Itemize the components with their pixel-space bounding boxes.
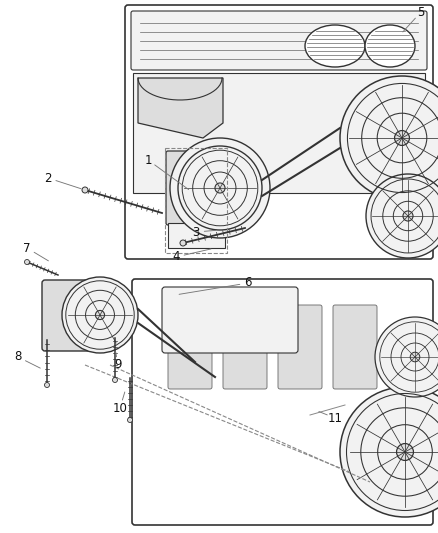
Text: 4: 4 [172, 251, 180, 263]
FancyBboxPatch shape [162, 287, 298, 353]
FancyBboxPatch shape [125, 5, 433, 259]
Circle shape [366, 174, 438, 258]
Circle shape [170, 138, 270, 238]
Circle shape [375, 317, 438, 397]
Text: 6: 6 [244, 277, 252, 289]
Circle shape [45, 383, 49, 387]
Polygon shape [138, 78, 223, 138]
Text: 1: 1 [144, 154, 152, 166]
Ellipse shape [305, 25, 365, 67]
Circle shape [395, 131, 410, 146]
FancyBboxPatch shape [333, 305, 377, 389]
FancyBboxPatch shape [132, 279, 433, 525]
Circle shape [127, 417, 133, 423]
Circle shape [95, 310, 105, 320]
Text: 11: 11 [328, 411, 343, 424]
Circle shape [62, 277, 138, 353]
FancyBboxPatch shape [131, 11, 427, 70]
Polygon shape [168, 223, 225, 248]
Circle shape [82, 187, 88, 193]
Circle shape [410, 352, 420, 362]
Text: 8: 8 [14, 351, 22, 364]
Text: 7: 7 [23, 241, 31, 254]
FancyBboxPatch shape [166, 151, 225, 225]
Text: 2: 2 [44, 172, 52, 184]
Circle shape [340, 76, 438, 200]
Circle shape [113, 377, 117, 383]
Circle shape [180, 240, 186, 246]
Text: 3: 3 [192, 225, 200, 238]
Text: 9: 9 [114, 359, 122, 372]
Bar [133, 73, 425, 193]
Text: 5: 5 [417, 5, 425, 19]
Circle shape [396, 443, 413, 461]
Circle shape [25, 260, 29, 264]
Ellipse shape [365, 25, 415, 67]
FancyBboxPatch shape [42, 280, 108, 351]
Text: 10: 10 [113, 401, 127, 415]
Circle shape [340, 387, 438, 517]
FancyBboxPatch shape [168, 305, 212, 389]
Circle shape [178, 146, 262, 230]
Circle shape [403, 211, 413, 221]
Circle shape [215, 183, 225, 193]
FancyBboxPatch shape [223, 305, 267, 389]
FancyBboxPatch shape [278, 305, 322, 389]
Bar [165, 148, 227, 253]
